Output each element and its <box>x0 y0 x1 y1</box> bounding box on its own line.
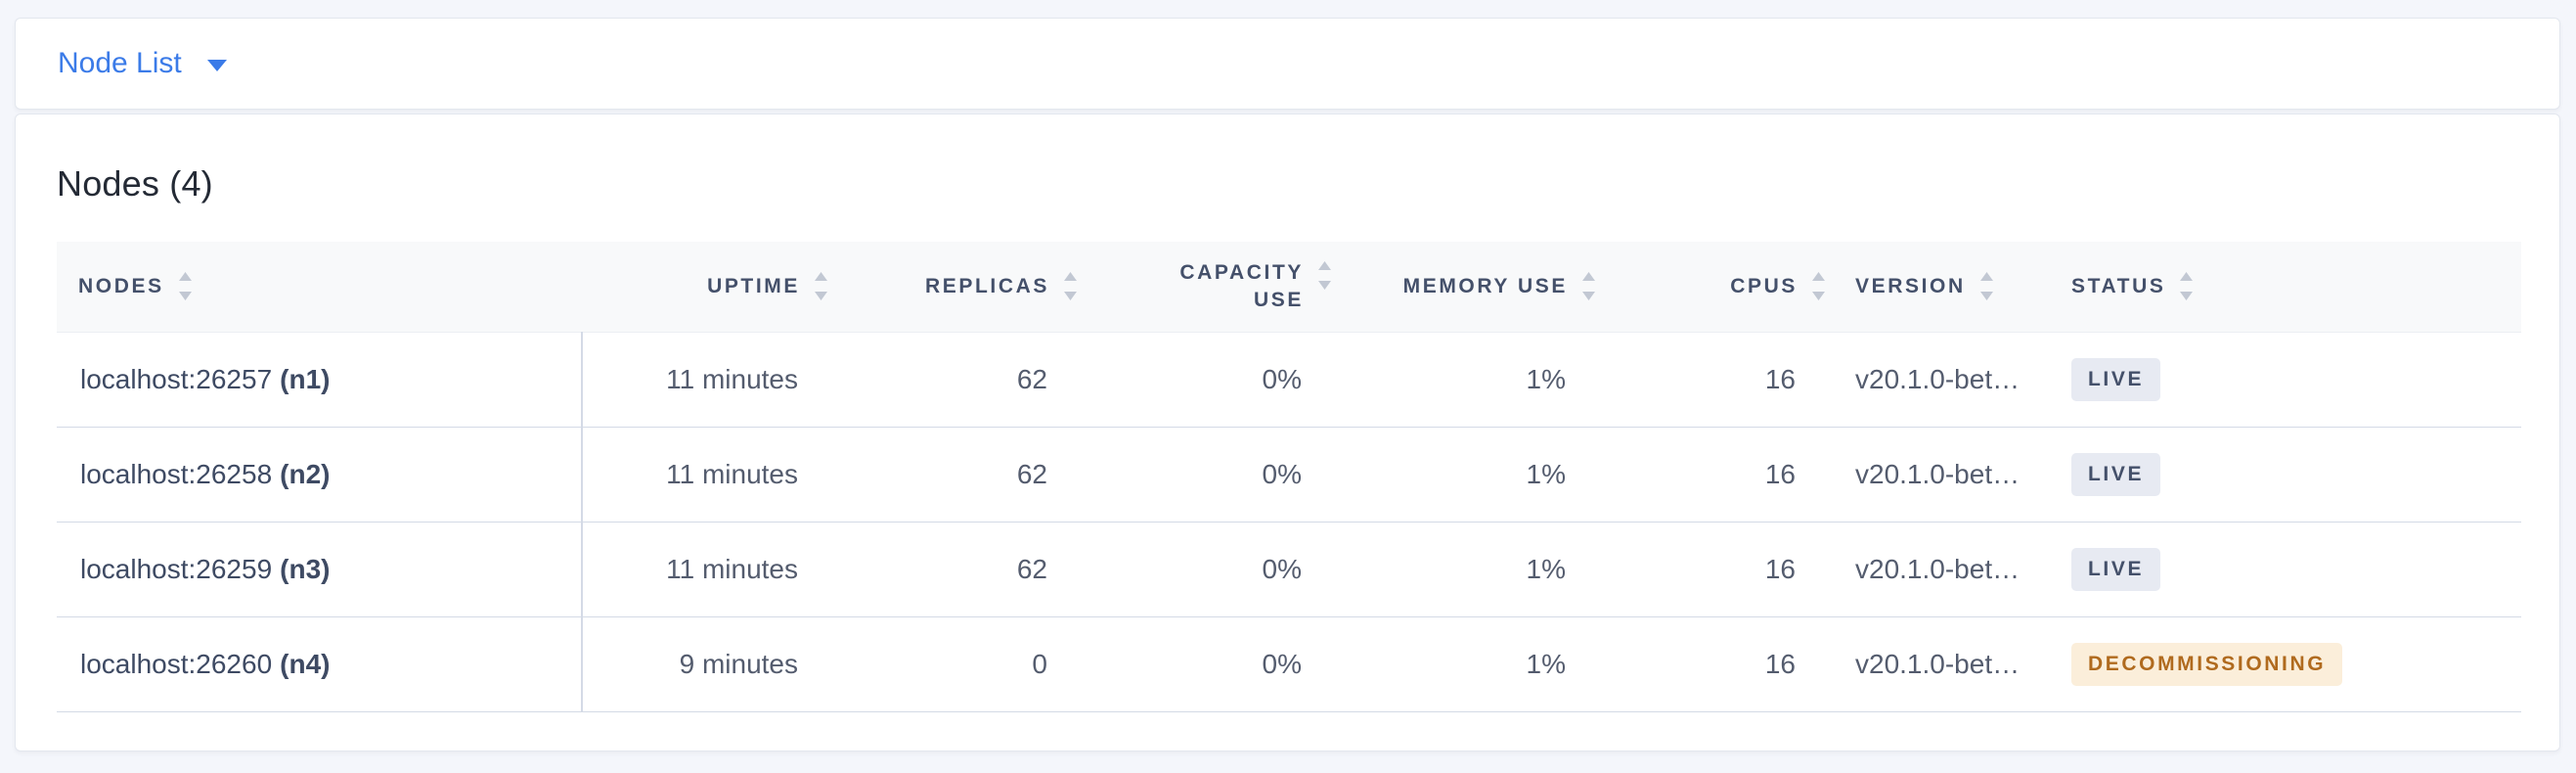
view-selector-dropdown[interactable]: Node List <box>58 47 227 80</box>
sort-icon <box>1812 272 1825 301</box>
node-id: (n2) <box>280 458 331 489</box>
nodes-table: NODES UPTIME REPLICAS CAPACITY USE MEMOR… <box>57 242 2521 712</box>
node-address-cell: localhost:26259 (n3) <box>57 522 583 617</box>
sort-icon <box>2180 272 2194 301</box>
node-id: (n1) <box>280 363 331 394</box>
column-header-nodes[interactable]: NODES <box>57 242 582 333</box>
replicas-cell: 62 <box>837 332 1087 428</box>
uptime-cell: 11 minutes <box>582 427 837 523</box>
column-header-capacity-use[interactable]: CAPACITY USE <box>1087 242 1341 333</box>
replicas-cell: 62 <box>837 522 1087 617</box>
table-header-row: NODES UPTIME REPLICAS CAPACITY USE MEMOR… <box>57 242 2521 333</box>
status-badge: LIVE <box>2071 357 2161 401</box>
status-cell: DECOMMISSIONING <box>2024 616 2521 712</box>
view-selector-card: Node List <box>15 18 2560 110</box>
column-header-memory-use[interactable]: MEMORY USE <box>1341 242 1605 333</box>
sort-icon <box>1582 272 1595 301</box>
cpus-cell: 16 <box>1605 427 1835 523</box>
status-cell: LIVE <box>2024 522 2521 617</box>
column-header-cpus[interactable]: CPUS <box>1605 242 1835 333</box>
sort-icon <box>1979 272 1993 301</box>
sort-icon <box>178 272 192 301</box>
column-header-replicas[interactable]: REPLICAS <box>837 242 1087 333</box>
sort-icon <box>1064 272 1077 301</box>
nodes-card: Nodes (4) NODES UPTIME REPLICAS CAPACITY… <box>15 114 2560 751</box>
table-row: localhost:26257 (n1) 11 minutes 62 0% 1% … <box>57 332 2521 428</box>
capacity-use-cell: 0% <box>1087 616 1341 712</box>
table-row: localhost:26258 (n2) 11 minutes 62 0% 1% … <box>57 427 2521 523</box>
table-row: localhost:26259 (n3) 11 minutes 62 0% 1% … <box>57 522 2521 617</box>
status-badge: LIVE <box>2071 547 2161 591</box>
node-address-cell: localhost:26258 (n2) <box>57 427 583 523</box>
uptime-cell: 11 minutes <box>582 522 837 617</box>
sort-icon <box>815 272 827 301</box>
uptime-cell: 11 minutes <box>582 332 837 428</box>
version-cell: v20.1.0-bet… <box>1835 332 2024 428</box>
memory-use-cell: 1% <box>1341 332 1605 428</box>
capacity-use-cell: 0% <box>1087 427 1341 523</box>
node-address-cell: localhost:26260 (n4) <box>57 616 583 712</box>
view-selector-label: Node List <box>58 47 182 79</box>
version-cell: v20.1.0-bet… <box>1835 522 2024 617</box>
column-header-version[interactable]: VERSION <box>1835 242 2024 333</box>
version-cell: v20.1.0-bet… <box>1835 427 2024 523</box>
memory-use-cell: 1% <box>1341 427 1605 523</box>
sort-icon <box>1318 260 1331 290</box>
node-id: (n3) <box>280 553 331 584</box>
status-badge: DECOMMISSIONING <box>2071 642 2343 686</box>
cpus-cell: 16 <box>1605 522 1835 617</box>
column-header-uptime[interactable]: UPTIME <box>582 242 837 333</box>
capacity-use-cell: 0% <box>1087 332 1341 428</box>
node-address-cell: localhost:26257 (n1) <box>57 332 583 428</box>
uptime-cell: 9 minutes <box>582 616 837 712</box>
status-cell: LIVE <box>2024 332 2521 428</box>
node-id: (n4) <box>280 648 331 679</box>
status-badge: LIVE <box>2071 452 2161 496</box>
memory-use-cell: 1% <box>1341 616 1605 712</box>
chevron-down-icon <box>206 59 227 71</box>
status-cell: LIVE <box>2024 427 2521 523</box>
version-cell: v20.1.0-bet… <box>1835 616 2024 712</box>
cpus-cell: 16 <box>1605 616 1835 712</box>
memory-use-cell: 1% <box>1341 522 1605 617</box>
replicas-cell: 62 <box>837 427 1087 523</box>
table-row: localhost:26260 (n4) 9 minutes 0 0% 1% 16… <box>57 616 2521 712</box>
replicas-cell: 0 <box>837 616 1087 712</box>
page-title: Nodes (4) <box>57 163 213 204</box>
cpus-cell: 16 <box>1605 332 1835 428</box>
capacity-use-cell: 0% <box>1087 522 1341 617</box>
column-header-status[interactable]: STATUS <box>2024 242 2521 333</box>
